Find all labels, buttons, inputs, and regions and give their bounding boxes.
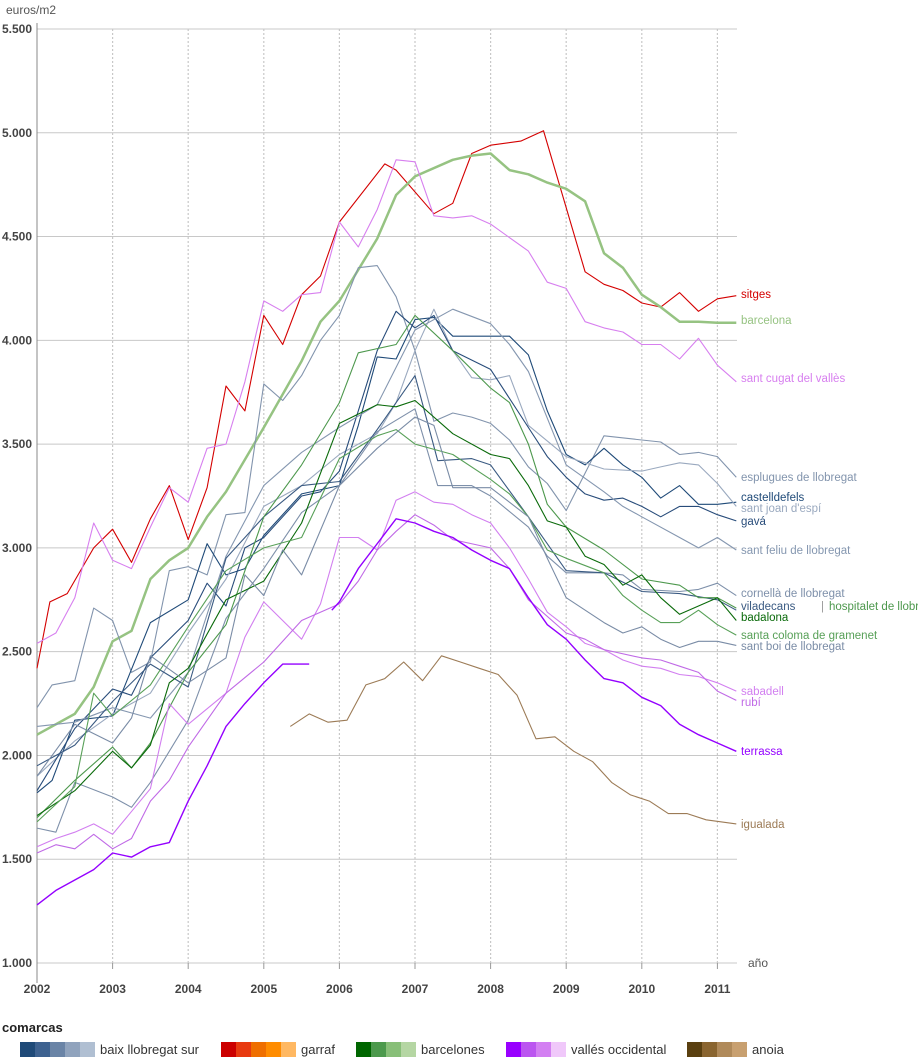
series-label-barcelona: barcelona <box>741 315 792 327</box>
x-tick-label: 2011 <box>704 982 730 996</box>
legend-swatch <box>20 1042 35 1057</box>
legend-label: anoia <box>752 1042 784 1057</box>
series-line-barcelona <box>36 152 737 736</box>
legend-swatch <box>371 1042 386 1057</box>
x-tick-label: 2010 <box>628 982 655 996</box>
series-line-sabadell <box>36 491 737 848</box>
x-tick-label: 2005 <box>250 982 277 996</box>
legend-swatch <box>732 1042 747 1057</box>
series-line-rub- <box>36 514 737 854</box>
legend-swatch <box>221 1042 236 1057</box>
series-line-hospitalet-de-llobregat <box>36 314 737 819</box>
legend-swatch <box>687 1042 702 1057</box>
legend-swatch <box>35 1042 50 1057</box>
y-tick-label: 3.500 <box>2 437 32 451</box>
legend-item: baix llobregat sur <box>20 1042 199 1057</box>
series-label-terrassa: terrassa <box>741 746 783 758</box>
legend-item: anoia <box>687 1042 784 1057</box>
y-tick-label: 2.500 <box>2 645 32 659</box>
legend-swatch <box>551 1042 566 1057</box>
series-line-unlabeled <box>36 663 310 906</box>
legend-swatch <box>236 1042 251 1057</box>
line-chart: 1.000 1.500 2.000 2.500 3.000 3.500 4.000 4.500… <box>2 3 918 996</box>
legend-title: comarcas <box>2 1020 63 1035</box>
series-label-viladecans: viladecans <box>741 601 796 613</box>
legend-swatch <box>386 1042 401 1057</box>
y-tick-label: 3.000 <box>2 541 32 555</box>
series-line-cornell-de-llobregat <box>36 408 737 833</box>
series-label-badalona: badalona <box>741 612 789 624</box>
legend-swatch <box>281 1042 296 1057</box>
series-label-gav-: gavá <box>741 516 767 528</box>
series-label-sant-cugat-del-vall-s: sant cugat del vallès <box>741 373 845 385</box>
series-label-sant-feliu-de-llobregat: sant feliu de llobregat <box>741 545 851 557</box>
legend-swatch <box>80 1042 95 1057</box>
legend-swatch <box>356 1042 371 1057</box>
legend-swatch <box>251 1042 266 1057</box>
legend-swatch <box>65 1042 80 1057</box>
series-label-sant-joan-d-esp-: sant joan d'espí <box>741 503 822 515</box>
legend: comarcas baix llobregat sur garraf barcelo… <box>0 1018 918 1059</box>
series-line-terrassa <box>331 518 737 752</box>
x-tick-label: 2009 <box>553 982 580 996</box>
legend-swatch <box>521 1042 536 1057</box>
series-line-sant-feliu-de-llobregat <box>36 308 737 727</box>
series-label-igualada: igualada <box>741 819 785 831</box>
y-tick-label: 2.000 <box>2 748 32 762</box>
legend-swatch <box>266 1042 281 1057</box>
series-label-santa-coloma-de-gramenet: santa coloma de gramenet <box>741 630 878 642</box>
series-label-sabadell: sabadell <box>741 686 784 698</box>
y-axis-label: euros/m2 <box>6 3 56 17</box>
legend-item: barcelones <box>356 1042 485 1057</box>
x-tick-label: 2006 <box>326 982 353 996</box>
legend-swatch <box>536 1042 551 1057</box>
x-tick-label: 2002 <box>24 982 51 996</box>
series-line-igualada <box>289 655 737 825</box>
legend-label: barcelones <box>421 1042 485 1057</box>
y-tick-label: 1.500 <box>2 852 32 866</box>
legend-swatch <box>717 1042 732 1057</box>
series-line-santa-coloma-de-gramenet <box>36 429 737 823</box>
series-label-sitges: sitges <box>741 289 771 301</box>
y-tick-label: 4.000 <box>2 333 32 347</box>
legend-swatch <box>702 1042 717 1057</box>
legend-item: garraf <box>221 1042 335 1057</box>
y-tick-label: 1.000 <box>2 956 32 970</box>
legend-swatch <box>50 1042 65 1057</box>
series-label-cornell-de-llobregat: cornellà de llobregat <box>741 588 845 600</box>
series-label-sant-boi-de-llobregat: sant boi de llobregat <box>741 641 845 653</box>
y-tick-label: 5.000 <box>2 126 32 140</box>
series-line-badalona <box>36 399 737 817</box>
x-tick-label: 2008 <box>477 982 504 996</box>
y-tick-label: 5.500 <box>2 22 32 36</box>
series-line-gav- <box>36 310 737 791</box>
y-tick-label: 4.500 <box>2 230 32 244</box>
series-label-esplugues-de-llobregat: esplugues de llobregat <box>741 472 858 484</box>
series-label-castelldefels: castelldefels <box>741 492 805 504</box>
series-line-sant-boi-de-llobregat <box>36 416 737 777</box>
legend-label: baix llobregat sur <box>100 1042 199 1057</box>
series-line-castelldefels <box>36 316 737 794</box>
series-line-viladecans <box>36 375 737 767</box>
x-tick-label: 2003 <box>99 982 126 996</box>
legend-swatch <box>506 1042 521 1057</box>
series-line-sitges <box>36 130 737 669</box>
legend-swatch <box>401 1042 416 1057</box>
x-axis-label: año <box>748 956 768 970</box>
series-label-rub-: rubí <box>741 697 762 709</box>
x-tick-label: 2007 <box>402 982 429 996</box>
label-separator: | <box>821 601 824 613</box>
series-line-sant-joan-d-esp- <box>36 308 737 777</box>
legend-label: vallés occidental <box>571 1042 667 1057</box>
series-label-hospitalet-de-llobregat: hospitalet de llobregat <box>829 601 918 613</box>
x-tick-label: 2004 <box>175 982 202 996</box>
series-line-sant-cugat-del-vall-s <box>36 159 737 644</box>
legend-label: garraf <box>301 1042 335 1057</box>
legend-item: vallés occidental <box>506 1042 666 1057</box>
